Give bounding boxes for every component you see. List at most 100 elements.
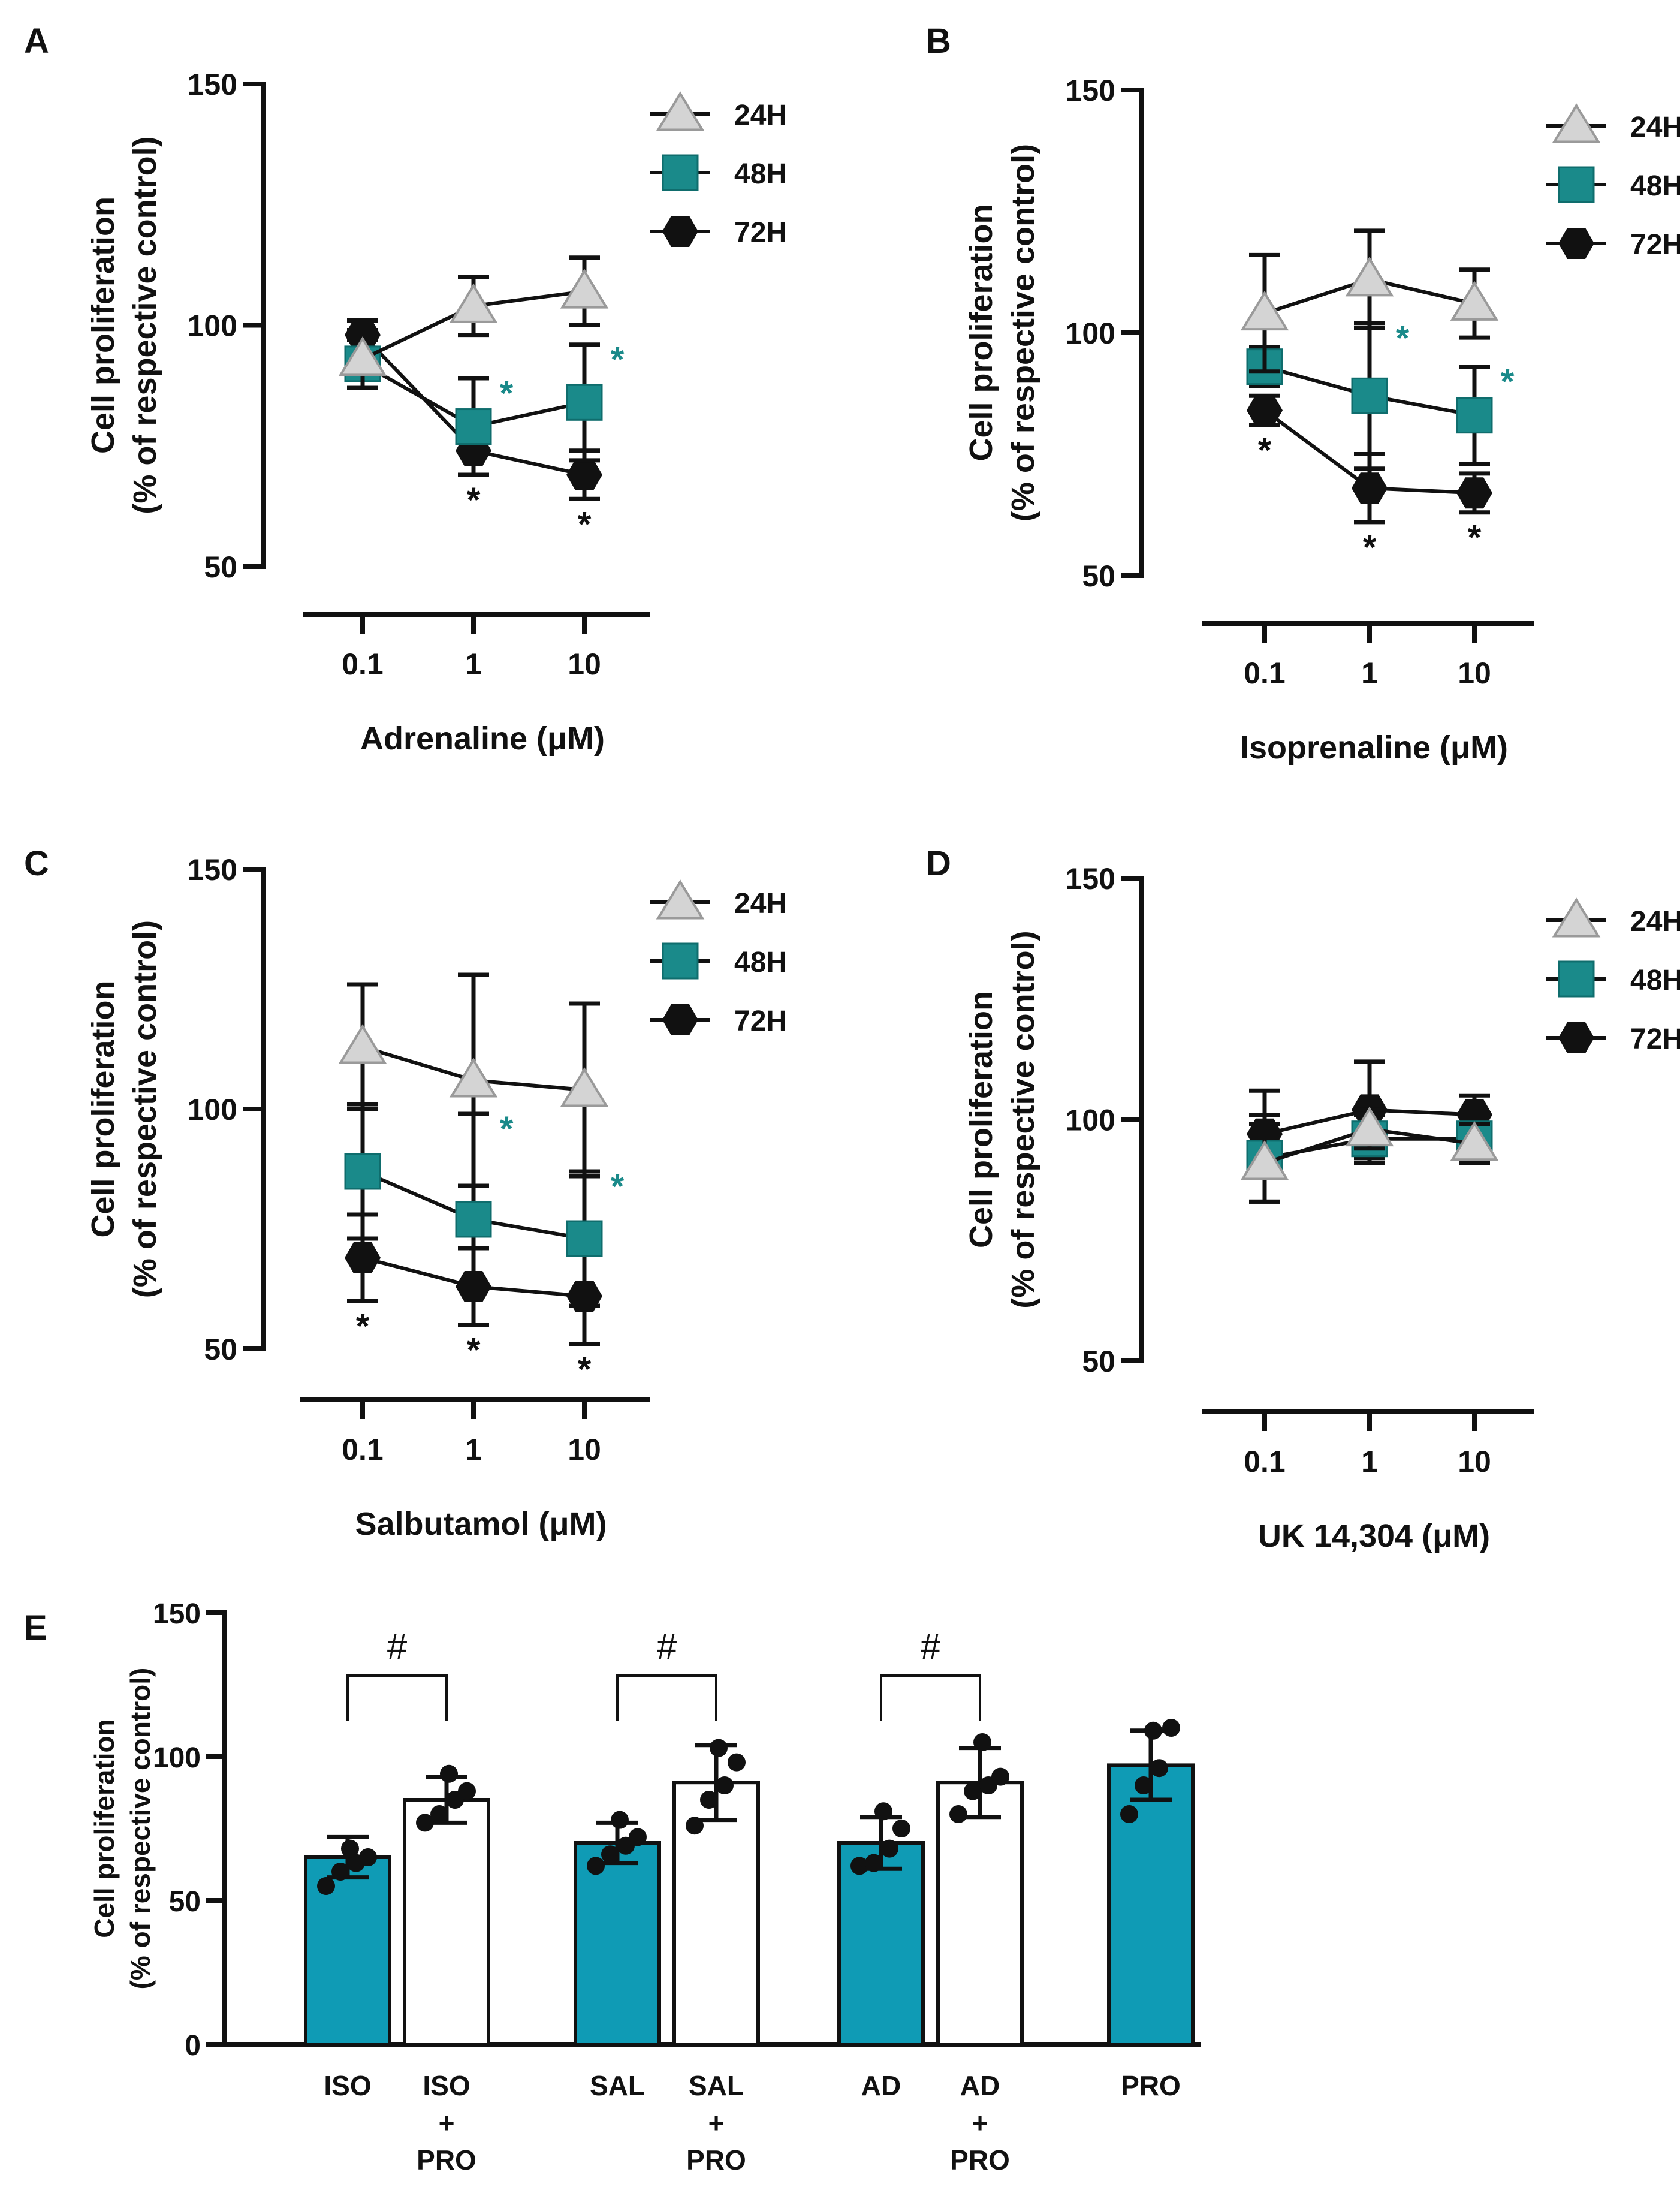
plot-area: 50 100 150 0.1 1 10 Isoprenaline (μM) Cell prol… xyxy=(963,74,1680,766)
data-point xyxy=(1352,472,1388,504)
data-point xyxy=(566,384,603,421)
data-point xyxy=(338,1024,387,1064)
significance-star: * xyxy=(500,374,514,413)
legend-marker xyxy=(1558,960,1595,998)
significance-star: * xyxy=(1501,363,1515,402)
legend-marker xyxy=(1552,897,1601,938)
data-point xyxy=(449,283,498,323)
data-point xyxy=(991,1767,1009,1786)
x-axis-label: UK 14,304 (μM) xyxy=(1258,1518,1490,1554)
x-tick-label: 10 xyxy=(568,647,601,681)
y-axis-label-line1: Cell proliferation xyxy=(85,980,121,1237)
series-24h xyxy=(1240,1106,1499,1204)
data-point xyxy=(728,1753,746,1772)
bar-group: AD + PRO xyxy=(936,1733,1024,2176)
data-point xyxy=(1345,1106,1394,1147)
comparison-label: # xyxy=(921,1626,941,1667)
data-point xyxy=(700,1791,718,1809)
significance-star: * xyxy=(1468,519,1482,558)
legend-marker xyxy=(1558,228,1594,259)
bar-group: ISO xyxy=(304,1834,391,2101)
panel-b: B 50 100 150 0.1 1 10 Isoprenaline (μM) Cell pr… xyxy=(926,22,1680,766)
comparison-bracket xyxy=(880,1674,981,1721)
bar-label: AD xyxy=(960,2070,1000,2101)
bar-label: PRO xyxy=(417,2144,476,2176)
bar-label: ISO xyxy=(324,2070,371,2101)
bar xyxy=(403,1798,490,2046)
bar xyxy=(1107,1763,1195,2046)
legend-label: 48H xyxy=(734,947,787,978)
plot-area: 50 100 150 0.1 1 10 Adrenaline (μM) Cell prolif… xyxy=(85,68,787,757)
x-axis-label: Adrenaline (μM) xyxy=(360,721,605,757)
plot-area: 50 100 150 0.1 1 10 UK 14,304 (μM) Cell prolife… xyxy=(963,862,1680,1554)
legend: 24H 48H 72H xyxy=(650,91,787,249)
x-tick-label: 0.1 xyxy=(1244,656,1286,690)
y-tick-label: 50 xyxy=(1082,1345,1115,1378)
data-point xyxy=(686,1817,704,1835)
data-point xyxy=(455,408,492,445)
data-point xyxy=(331,1863,349,1881)
y-tick-label: 150 xyxy=(1066,74,1115,107)
y-tick-label: 150 xyxy=(153,1598,201,1630)
data-point xyxy=(1162,1719,1180,1737)
significance-star: * xyxy=(467,481,481,520)
x-tick-label: 10 xyxy=(1458,656,1491,690)
data-point xyxy=(1345,257,1394,297)
legend-label: 24H xyxy=(734,888,787,920)
data-point xyxy=(1135,1776,1153,1794)
legend-label: 48H xyxy=(1630,965,1680,996)
x-axis-label: Isoprenaline (μM) xyxy=(1240,730,1508,766)
y-tick-label: 100 xyxy=(188,1093,237,1126)
legend-marker xyxy=(1558,166,1595,203)
x-tick-label: 1 xyxy=(465,1433,482,1466)
legend-label: 72H xyxy=(1630,229,1680,261)
y-tick-label: 50 xyxy=(204,550,237,584)
bar-group: AD xyxy=(837,1802,925,2101)
legend-label: 24H xyxy=(1630,112,1680,143)
y-tick-label: 50 xyxy=(169,1886,201,1918)
y-tick-label: 150 xyxy=(188,853,237,887)
data-point xyxy=(440,1764,458,1783)
y-axis-label-line2: (% of respective control) xyxy=(127,136,163,514)
legend-label: 72H xyxy=(734,1005,787,1037)
legend: 24H 48H 72H xyxy=(650,879,787,1037)
x-tick-label: 0.1 xyxy=(342,647,384,681)
bar-label: ISO xyxy=(423,2070,470,2101)
legend-marker xyxy=(662,216,698,247)
series-48h: ** xyxy=(1246,319,1515,471)
significance-star: * xyxy=(578,1350,592,1389)
bar xyxy=(837,1841,925,2046)
plot-area: 50 100 150 0.1 1 10 Salbutamol (μM) Cell prolif… xyxy=(85,853,787,1542)
bar-label: AD xyxy=(861,2070,901,2101)
plot-area: 0 50 100 150 Cell proliferation (% of respect… xyxy=(89,1598,1201,2176)
legend-marker xyxy=(656,879,705,920)
data-point xyxy=(964,1782,982,1800)
series-24h xyxy=(338,255,609,390)
significance-star: * xyxy=(1258,431,1272,470)
bar-group: ISO + PRO xyxy=(403,1764,490,2176)
x-axis-label: Salbutamol (μM) xyxy=(355,1506,607,1542)
y-tick-label: 0 xyxy=(185,2030,201,2062)
bar-group: SAL + PRO xyxy=(672,1739,760,2176)
x-tick-label: 10 xyxy=(568,1433,601,1466)
x-tick-label: 0.1 xyxy=(1244,1445,1286,1478)
y-axis-label-line2: (% of respective control) xyxy=(125,1668,156,1990)
data-point xyxy=(587,1857,605,1875)
panel-letter: C xyxy=(24,844,49,883)
y-tick-label: 50 xyxy=(204,1333,237,1366)
legend-marker xyxy=(662,942,699,980)
x-tick-label: 1 xyxy=(465,647,482,681)
legend: 24H 48H 72H xyxy=(1546,103,1680,261)
legend-label: 72H xyxy=(1630,1023,1680,1055)
data-point xyxy=(1120,1805,1138,1823)
bar-label: PRO xyxy=(950,2144,1010,2176)
bar-label: PRO xyxy=(1121,2070,1181,2101)
data-point xyxy=(560,1067,609,1107)
data-point xyxy=(1450,281,1499,321)
data-point xyxy=(1240,290,1289,331)
data-point xyxy=(850,1857,868,1875)
x-tick-label: 10 xyxy=(1458,1445,1491,1478)
data-point xyxy=(1456,397,1493,434)
data-point xyxy=(611,1811,629,1829)
data-point xyxy=(338,336,387,376)
